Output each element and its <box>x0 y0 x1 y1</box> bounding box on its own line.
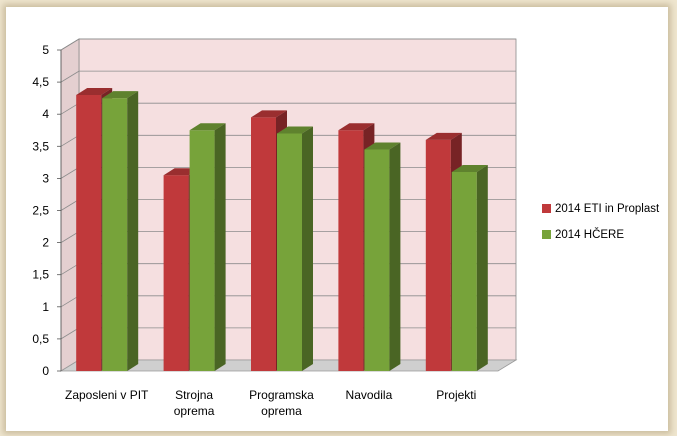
bar-top <box>102 91 139 99</box>
x-category-label: Strojna oprema <box>174 388 215 418</box>
bar-front <box>251 117 276 371</box>
y-tick-label: 3 <box>42 171 49 185</box>
bar-front <box>102 98 128 372</box>
bar-front <box>338 130 364 371</box>
gridline-side <box>60 199 80 211</box>
y-tick-label: 4,5 <box>32 75 49 89</box>
legend-item: 2014 ETI in Proplast <box>542 203 660 215</box>
bar-top <box>76 87 113 95</box>
bar-chart: 0 0,5 1 1,5 2 2,5 3 3,5 4 4,5 5 Zaposleni v PIT Str… <box>32 38 660 418</box>
bar-top <box>189 123 226 131</box>
x-category-label: Navodila <box>346 388 393 402</box>
legend-item: 2014 HČERE <box>542 228 624 241</box>
bar-front <box>189 130 215 371</box>
bar-top <box>277 126 313 134</box>
bars <box>76 87 488 372</box>
chart-frame: 0 0,5 1 1,5 2 2,5 3 3,5 4 4,5 5 Zaposleni v PIT Str… <box>6 7 668 431</box>
y-tick-label: 4 <box>42 107 49 121</box>
bar <box>277 126 313 372</box>
bar-top <box>451 164 488 172</box>
bar-front <box>277 133 302 371</box>
bar-front <box>425 139 451 371</box>
y-tick-label: 2,5 <box>32 204 49 218</box>
y-tick-label: 0,5 <box>32 332 49 346</box>
bar-top <box>425 132 462 140</box>
y-tick-label: 0 <box>42 364 49 378</box>
gridline-side <box>60 295 80 308</box>
gridline-side <box>60 70 80 83</box>
legend-swatch <box>542 230 551 239</box>
bar-side <box>476 164 488 371</box>
bar-top <box>364 142 401 150</box>
legend: 2014 ETI in Proplast 2014 HČERE <box>542 203 660 241</box>
bar <box>189 123 226 371</box>
legend-label: 2014 ETI in Proplast <box>555 203 660 215</box>
bar-side <box>302 126 313 372</box>
x-axis-labels: Zaposleni v PIT Strojna oprema Programska op… <box>65 388 476 418</box>
bar <box>364 142 401 371</box>
y-axis-ticks: 0 0,5 1 1,5 2 2,5 3 3,5 4 4,5 5 <box>32 43 62 378</box>
x-category-label: Projekti <box>436 388 476 402</box>
bar-side <box>127 91 139 372</box>
gridline-side <box>60 102 80 115</box>
gridline-side <box>60 167 80 179</box>
bar <box>451 164 488 371</box>
bar <box>102 91 139 372</box>
bar-front <box>451 171 477 371</box>
x-category-label: Zaposleni v PIT <box>65 388 149 402</box>
bar-front <box>76 94 102 371</box>
bar-top <box>251 110 287 118</box>
y-tick-label: 1,5 <box>32 268 49 282</box>
y-tick-label: 1 <box>42 300 49 314</box>
bar-front <box>163 175 189 371</box>
bar-top <box>338 123 375 131</box>
gridline-side <box>60 263 80 276</box>
legend-swatch <box>542 204 551 213</box>
gridline-side <box>60 231 80 243</box>
legend-label: 2014 HČERE <box>555 228 624 241</box>
y-tick-label: 5 <box>42 43 49 57</box>
y-tick-label: 3,5 <box>32 139 49 153</box>
bar-side <box>214 123 226 371</box>
bar-front <box>364 149 390 371</box>
gridline-side <box>60 327 80 340</box>
x-category-label: Programska oprema <box>249 388 314 418</box>
bar-side <box>389 142 401 371</box>
y-tick-label: 2 <box>42 236 49 250</box>
gridline-side <box>60 38 80 51</box>
gridline-side <box>60 134 80 147</box>
